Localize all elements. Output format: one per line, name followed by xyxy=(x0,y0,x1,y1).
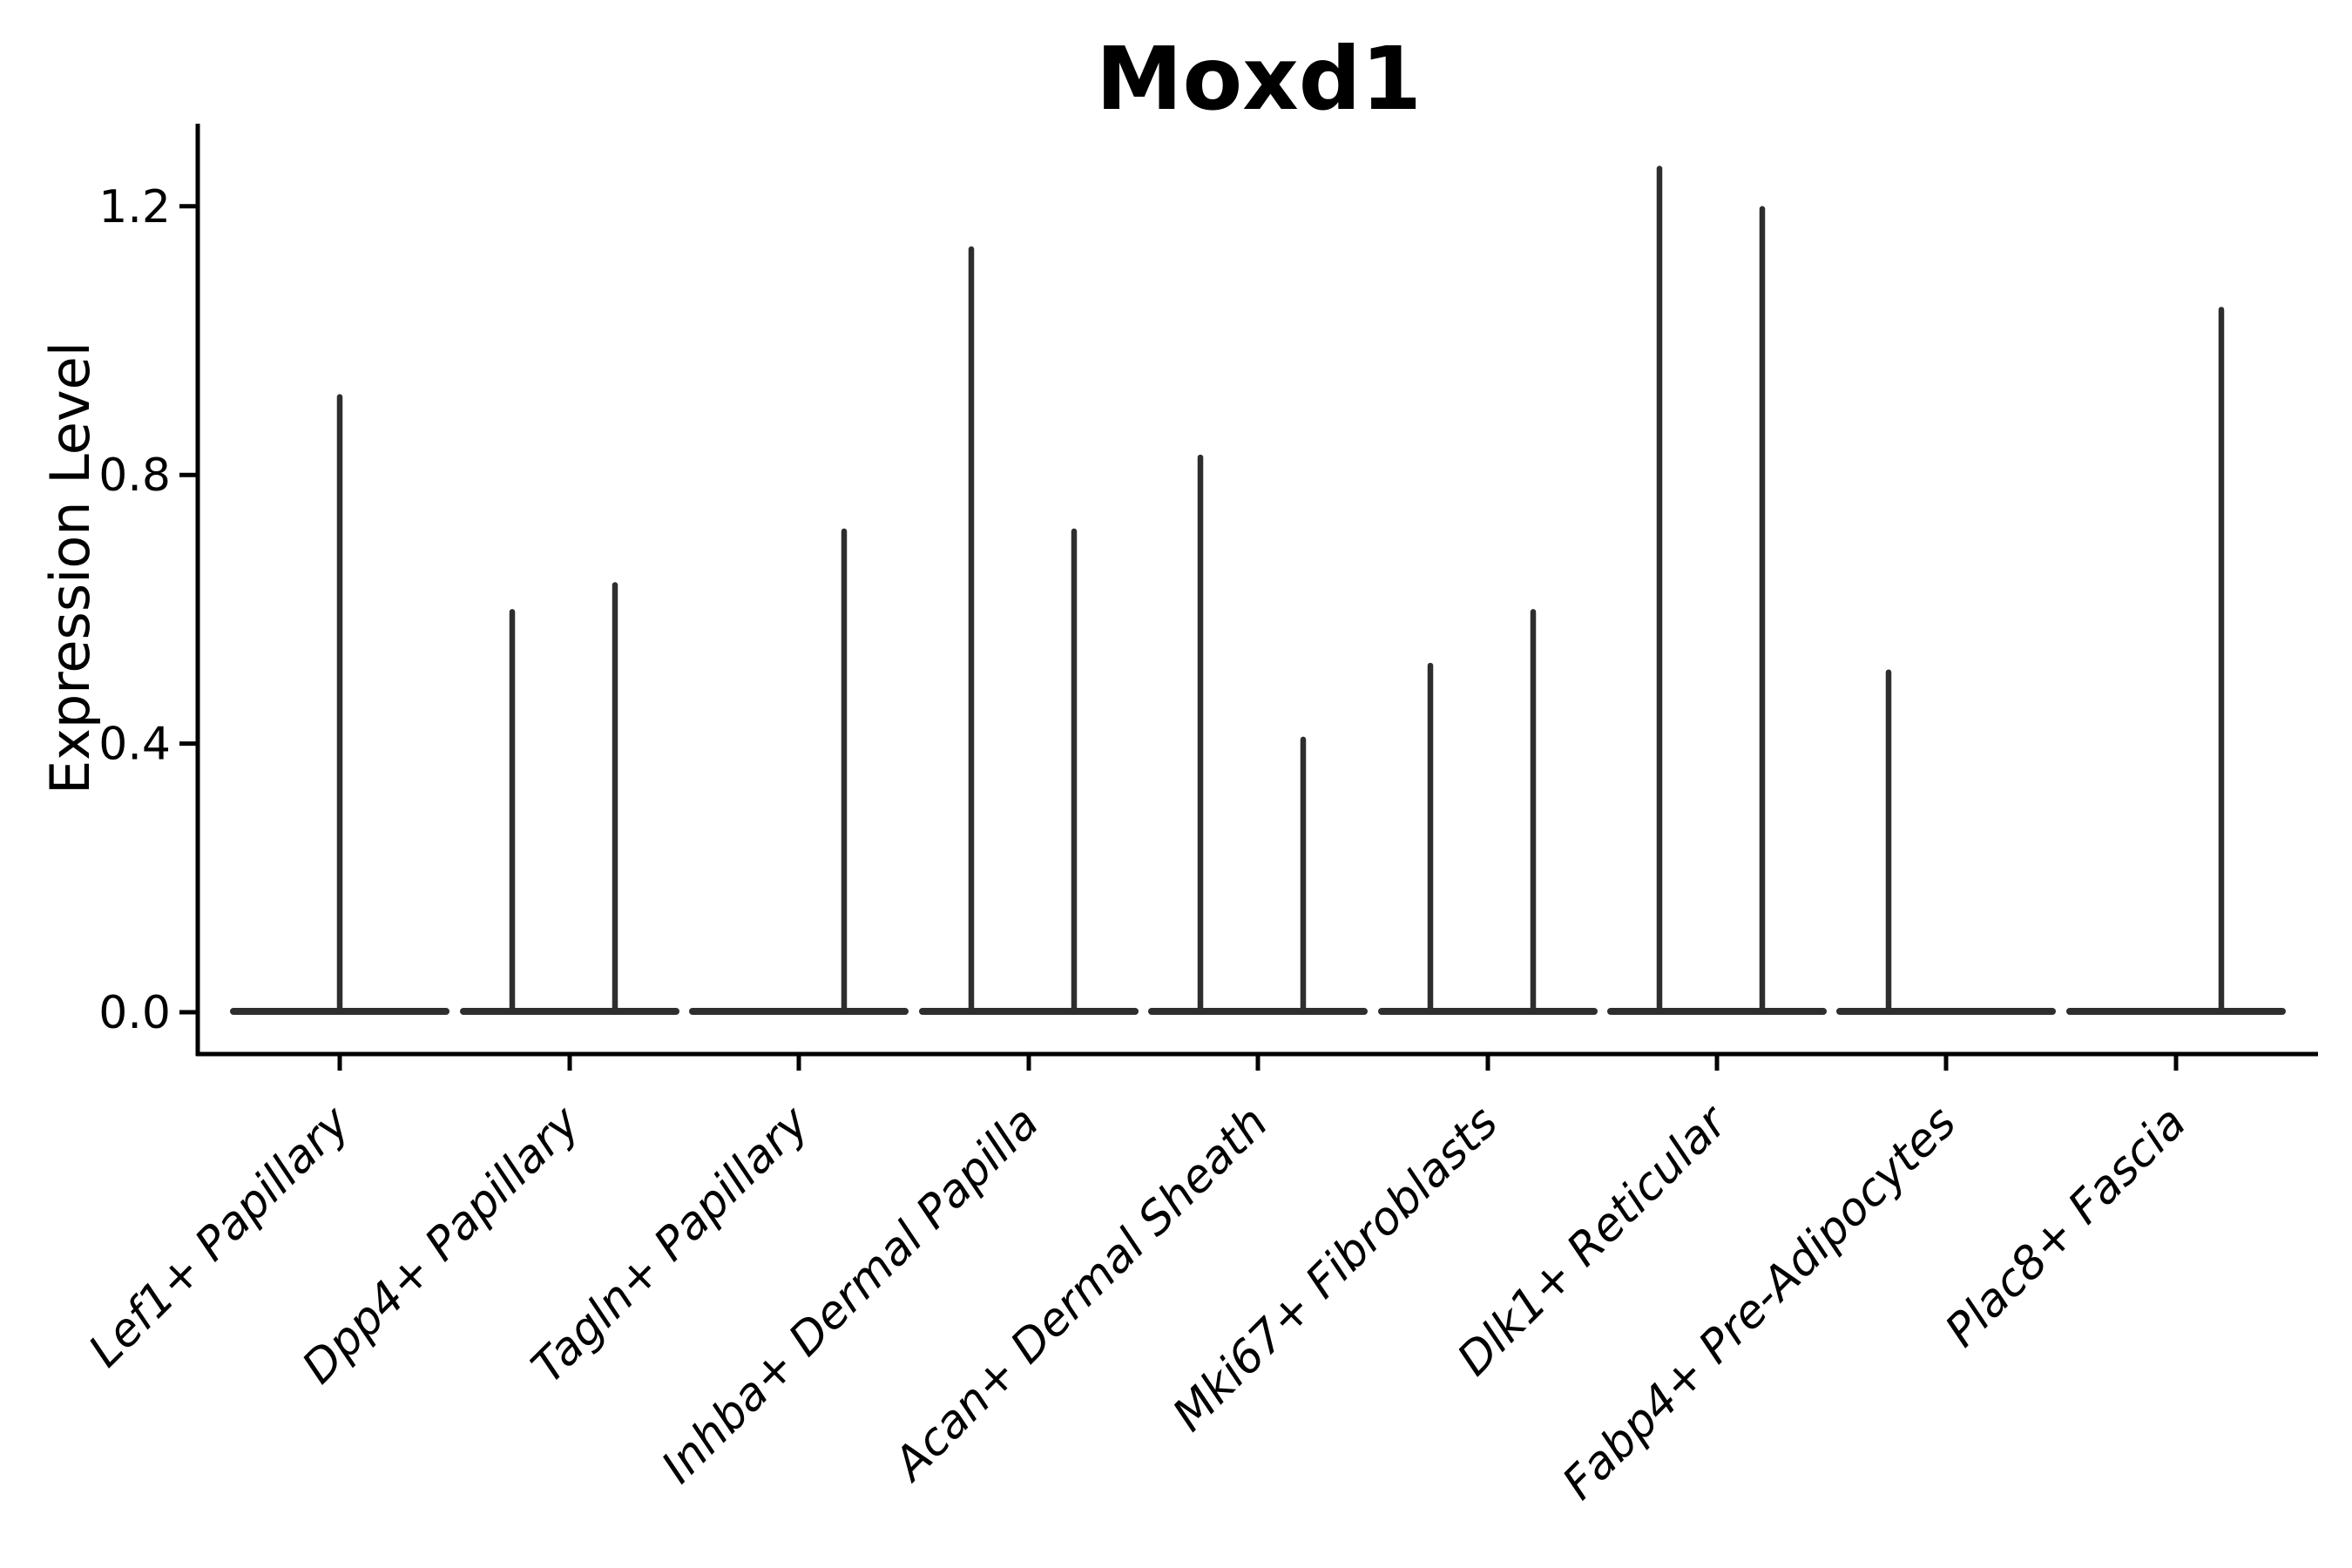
y-tick-label: 0.8 xyxy=(98,449,171,502)
x-tick-label: Plac8+ Fascia xyxy=(1936,1097,2196,1357)
y-ticks-group: 0.0 0.4 0.8 1.2 xyxy=(98,181,198,1039)
violins-group xyxy=(230,166,2286,1015)
y-axis-label: Expression Level xyxy=(38,341,102,794)
y-tick-label: 0.0 xyxy=(98,987,171,1039)
x-tick-label: Inhba+ Dermal Papilla xyxy=(652,1097,1049,1494)
chart-title: Moxd1 xyxy=(1096,28,1422,130)
x-tick-label: Acan+ Dermal Sheath xyxy=(882,1097,1278,1492)
x-tick-label: Fabp4+ Pre-Adipocytes xyxy=(1553,1097,1967,1511)
y-tick-label: 1.2 xyxy=(98,181,171,233)
y-tick-label: 0.4 xyxy=(98,719,171,771)
